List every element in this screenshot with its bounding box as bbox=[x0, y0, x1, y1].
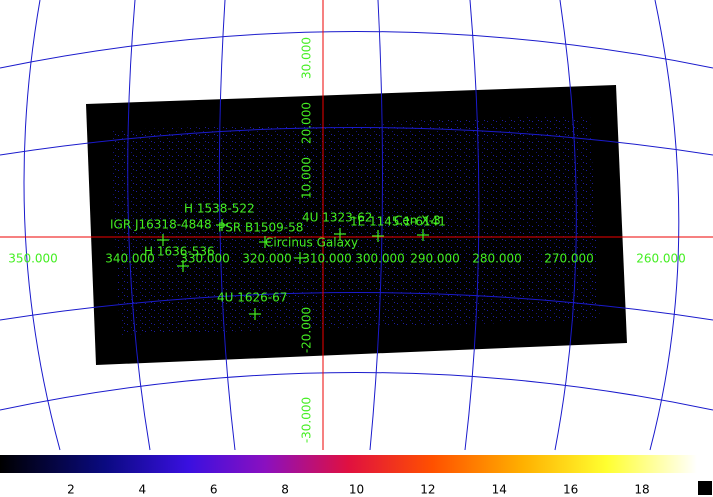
colorbar-tick-label: 6 bbox=[210, 483, 218, 497]
longitude-label: 320.000 bbox=[242, 252, 292, 266]
longitude-label: 350.000 bbox=[8, 252, 58, 266]
labels: 350.000 340.000 330.000 320.000 310.000 300.0… bbox=[8, 37, 686, 497]
colorbar-tick-label: 14 bbox=[492, 483, 507, 497]
source-label: H 1636-536 bbox=[144, 245, 215, 259]
source-label: 4U 1626-67 bbox=[217, 291, 287, 305]
colorbar bbox=[0, 455, 697, 473]
longitude-label: 290.000 bbox=[410, 252, 460, 266]
longitude-label: 310.000 bbox=[302, 252, 352, 266]
longitude-label: 300.000 bbox=[355, 252, 405, 266]
longitude-label: 270.000 bbox=[544, 252, 594, 266]
latitude-label: 20.000 bbox=[300, 102, 314, 144]
colorbar-tick-label: 16 bbox=[563, 483, 578, 497]
longitude-label: 280.000 bbox=[472, 252, 522, 266]
colorbar-tick-label: 10 bbox=[349, 483, 364, 497]
colorbar-tick-label: 4 bbox=[139, 483, 147, 497]
colorbar-tick-label: 8 bbox=[281, 483, 289, 497]
longitude-label: 340.000 bbox=[105, 252, 155, 266]
longitude-label: 260.000 bbox=[636, 252, 686, 266]
latitude-label: -30.000 bbox=[300, 397, 314, 443]
source-label: Cen X-3 bbox=[394, 214, 441, 228]
source-label: 4U 1323-62 bbox=[302, 211, 372, 225]
colorbar-tick-label: 2 bbox=[67, 483, 75, 497]
latitude-label: -20.000 bbox=[300, 307, 314, 353]
colorbar-tick-label: 12 bbox=[420, 483, 435, 497]
source-label: 1E 1145.1-6141 bbox=[350, 215, 446, 229]
longitude-label: 330.000 bbox=[180, 252, 230, 266]
colorbar-tick-label: 18 bbox=[634, 483, 649, 497]
source-label: IGR J16318-4848 bbox=[110, 218, 212, 232]
source-label: H 1538-522 bbox=[184, 202, 255, 216]
latitude-label: 10.000 bbox=[300, 157, 314, 199]
source-label: Circinus Galaxy bbox=[265, 236, 358, 250]
colorbar-end bbox=[698, 481, 712, 495]
source-label: PSR B1509-58 bbox=[218, 221, 303, 235]
latitude-label: 30.000 bbox=[300, 37, 314, 79]
